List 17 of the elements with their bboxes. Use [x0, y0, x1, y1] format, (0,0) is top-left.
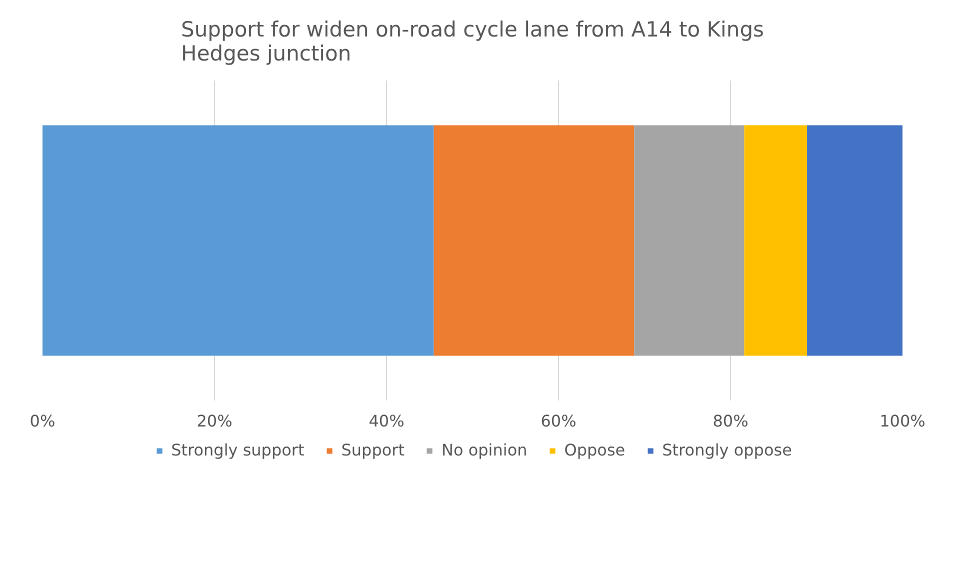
legend-label: Oppose	[564, 440, 626, 460]
legend-label: Strongly support	[171, 440, 304, 460]
legend-label: Support	[341, 440, 404, 460]
x-tick-label: 40%	[368, 412, 404, 430]
bar	[42, 125, 434, 356]
x-tick-label: 0%	[30, 412, 56, 430]
x-tick-label: 80%	[712, 412, 748, 430]
x-tick-label: 60%	[540, 412, 576, 430]
legend-label: Strongly oppose	[662, 440, 792, 460]
bar	[744, 125, 808, 356]
bar	[634, 125, 744, 356]
x-tick-label: 20%	[196, 412, 232, 430]
chart-title: Support for widen on-road cycle lane from A14 to Kings Hedges junction	[181, 18, 764, 66]
bar	[434, 125, 634, 356]
legend-label: No opinion	[441, 440, 528, 460]
x-tick-label: 100%	[880, 412, 926, 430]
bar	[807, 125, 902, 356]
